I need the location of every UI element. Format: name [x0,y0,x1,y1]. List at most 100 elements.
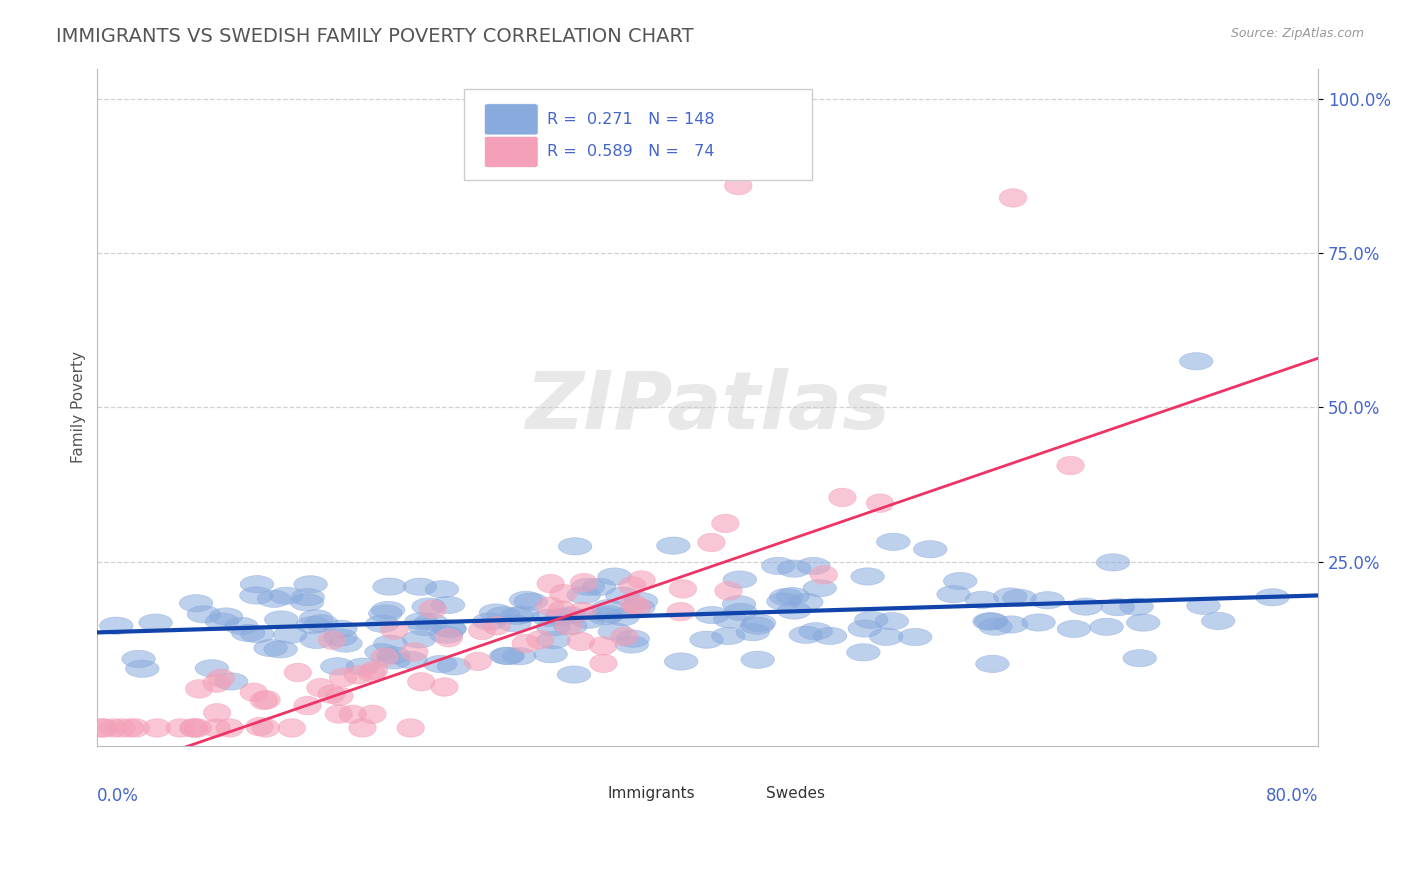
Ellipse shape [742,615,776,632]
Ellipse shape [813,627,846,645]
Ellipse shape [246,717,273,736]
Ellipse shape [976,656,1010,673]
Ellipse shape [855,611,889,629]
Ellipse shape [553,607,586,624]
Ellipse shape [534,646,568,663]
Ellipse shape [724,177,752,194]
Ellipse shape [433,620,467,637]
Ellipse shape [536,597,564,615]
Ellipse shape [264,611,298,628]
Ellipse shape [100,719,127,737]
Ellipse shape [318,631,346,649]
Ellipse shape [326,687,353,706]
Ellipse shape [1119,598,1153,615]
Ellipse shape [349,719,377,737]
Ellipse shape [270,587,304,605]
Ellipse shape [278,719,305,737]
FancyBboxPatch shape [558,777,602,809]
Ellipse shape [515,593,547,610]
Ellipse shape [598,568,631,585]
Ellipse shape [1022,614,1056,632]
Ellipse shape [374,635,408,652]
Ellipse shape [711,514,740,533]
Ellipse shape [762,558,794,574]
Ellipse shape [489,648,523,665]
Ellipse shape [697,533,725,552]
Ellipse shape [437,657,471,675]
Ellipse shape [567,586,600,604]
Ellipse shape [572,611,606,628]
Ellipse shape [506,606,538,624]
Text: Swedes: Swedes [766,786,825,801]
Ellipse shape [371,601,405,618]
Ellipse shape [851,568,884,585]
Ellipse shape [606,608,640,625]
Ellipse shape [125,660,159,677]
Ellipse shape [204,704,231,722]
Ellipse shape [305,615,339,632]
Text: 80.0%: 80.0% [1265,787,1319,805]
Ellipse shape [766,593,800,610]
Ellipse shape [415,614,449,631]
Ellipse shape [711,627,745,645]
Ellipse shape [371,648,398,666]
Ellipse shape [373,578,406,595]
Ellipse shape [254,640,287,657]
Ellipse shape [180,719,208,737]
Ellipse shape [143,719,170,737]
Ellipse shape [429,626,463,643]
Ellipse shape [797,558,830,574]
Ellipse shape [657,537,690,554]
Ellipse shape [509,591,543,608]
Ellipse shape [377,647,411,664]
Ellipse shape [778,560,811,577]
Ellipse shape [297,616,329,633]
Ellipse shape [472,613,506,630]
Ellipse shape [592,599,626,616]
Ellipse shape [606,587,640,604]
Ellipse shape [394,651,427,668]
Ellipse shape [979,618,1012,635]
Ellipse shape [225,617,259,634]
Ellipse shape [1126,614,1160,632]
Ellipse shape [368,605,402,622]
Ellipse shape [166,719,194,737]
Ellipse shape [257,591,291,607]
Ellipse shape [624,598,651,616]
Ellipse shape [869,628,903,646]
FancyBboxPatch shape [464,89,811,180]
Ellipse shape [914,541,948,558]
Ellipse shape [866,494,894,512]
Ellipse shape [214,673,247,690]
Ellipse shape [377,652,411,669]
Ellipse shape [366,615,399,632]
Ellipse shape [537,619,569,636]
Ellipse shape [432,597,465,614]
Ellipse shape [423,656,457,673]
Ellipse shape [828,488,856,507]
Ellipse shape [848,620,882,637]
Ellipse shape [264,640,298,658]
Ellipse shape [567,632,595,650]
Ellipse shape [90,719,117,737]
Ellipse shape [346,658,380,675]
Ellipse shape [468,621,496,640]
Ellipse shape [122,650,155,667]
Ellipse shape [558,538,592,555]
FancyBboxPatch shape [485,136,538,168]
Ellipse shape [876,533,910,550]
Ellipse shape [325,705,353,723]
Ellipse shape [690,631,723,648]
Text: IMMIGRANTS VS SWEDISH FAMILY POVERTY CORRELATION CHART: IMMIGRANTS VS SWEDISH FAMILY POVERTY COR… [56,27,695,45]
Ellipse shape [1000,189,1026,207]
Ellipse shape [665,653,697,670]
Ellipse shape [846,644,880,661]
Text: 0.0%: 0.0% [97,787,139,805]
Ellipse shape [965,591,998,608]
Ellipse shape [195,660,229,677]
Ellipse shape [789,626,823,643]
Ellipse shape [486,607,520,624]
Ellipse shape [666,602,695,621]
Ellipse shape [115,719,143,737]
Ellipse shape [769,589,803,606]
